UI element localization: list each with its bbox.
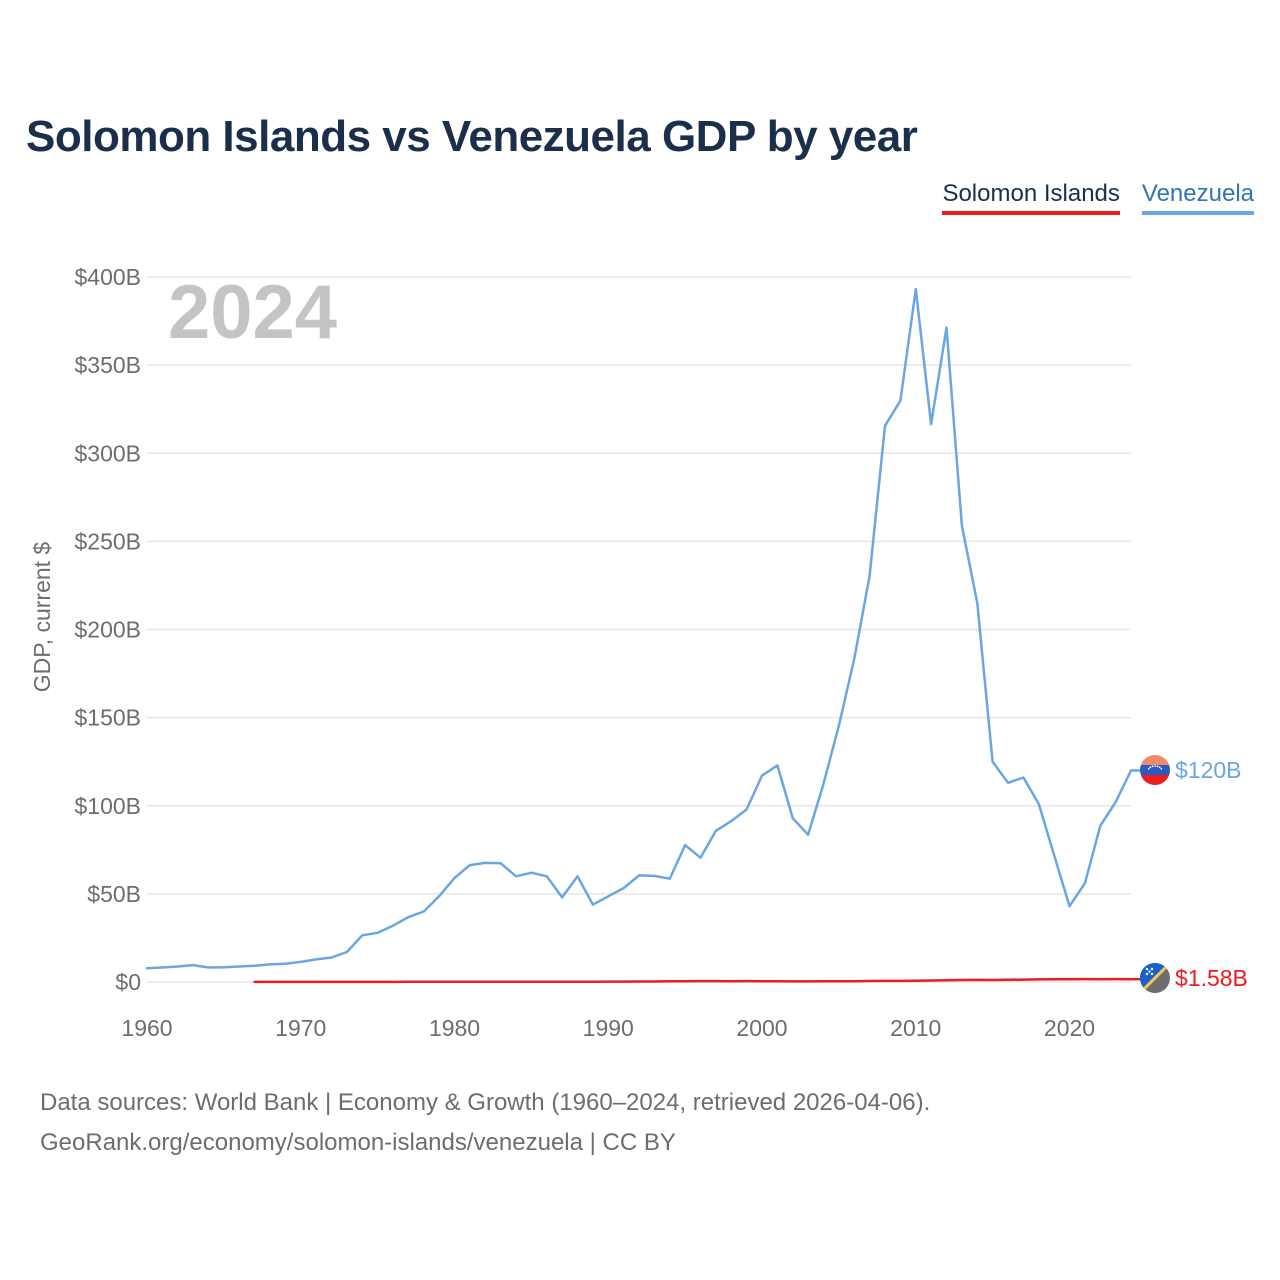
y-tick-label: $250B	[74, 528, 141, 554]
footer: Data sources: World Bank | Economy & Gro…	[40, 1083, 930, 1163]
x-tick-label: 1980	[429, 1015, 480, 1041]
y-axis-title: GDP, current $	[29, 542, 55, 693]
y-tick-label: $150B	[74, 705, 141, 731]
venezuela-flag-icon	[1140, 755, 1170, 785]
y-tick-label: $100B	[74, 793, 141, 819]
x-tick-label: 1970	[275, 1015, 326, 1041]
legend: Solomon Islands Venezuela	[942, 180, 1254, 215]
end-labels: $120B $1.58B	[1140, 755, 1248, 993]
series-line-venezuela	[145, 287, 1133, 970]
gdp-line-chart: 2024 GDP, current $ $0 $50B $100B $150B $200…	[29, 264, 1248, 1041]
y-tick-label: $400B	[74, 264, 141, 290]
x-tick-label: 2020	[1044, 1015, 1095, 1041]
legend-item-venezuela[interactable]: Venezuela	[1141, 180, 1254, 215]
y-tick-label: $300B	[74, 440, 141, 466]
end-label-solomon-islands: $1.58B	[1175, 965, 1248, 991]
x-tick-label: 2010	[890, 1015, 941, 1041]
y-tick-label: $200B	[74, 617, 141, 643]
series-line-solomon-islands	[253, 977, 1133, 984]
footer-link[interactable]: GeoRank.org/economy/solomon-islands/vene…	[40, 1129, 676, 1156]
y-tick-label: $350B	[74, 352, 141, 378]
legend-item-solomon-islands[interactable]: Solomon Islands	[942, 180, 1120, 215]
series-layer	[145, 287, 1143, 984]
x-tick-label: 2000	[736, 1015, 787, 1041]
end-label-venezuela: $120B	[1175, 757, 1242, 783]
x-tick-label: 1990	[583, 1015, 634, 1041]
x-tick-label: 1960	[121, 1015, 172, 1041]
footer-sources: Data sources: World Bank | Economy & Gro…	[40, 1089, 931, 1116]
year-watermark: 2024	[168, 270, 337, 355]
y-axis-ticks: $0 $50B $100B $150B $200B $250B $300B $350B $400…	[74, 264, 141, 995]
chart-title: Solomon Islands vs Venezuela GDP by year	[26, 112, 918, 161]
solomon-islands-flag-icon	[1140, 963, 1170, 993]
y-tick-label: $50B	[87, 881, 141, 907]
y-tick-label: $0	[115, 969, 141, 995]
x-axis-ticks: 1960 1970 1980 1990 2000 2010 2020	[121, 1015, 1095, 1041]
